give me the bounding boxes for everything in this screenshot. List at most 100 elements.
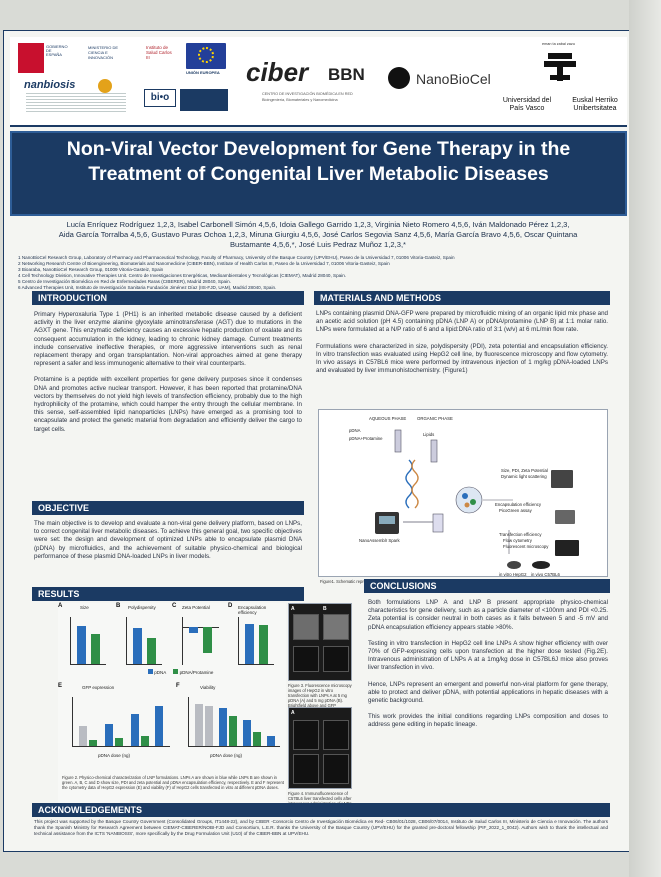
scheme-nanoassembler: NanoAssemblr Spark — [359, 538, 400, 543]
spain-crest-icon — [18, 43, 44, 73]
gobierno-logo: GOBIERNO DE ESPAÑA — [46, 44, 68, 57]
introduction-heading: INTRODUCTION — [32, 291, 304, 305]
bbn-logo: BBN — [328, 65, 365, 84]
scheme-picogreen: PicoGreen assay — [499, 508, 532, 513]
affiliation-5: 5 Centro de Investigación Biomédica en R… — [18, 278, 231, 284]
scheme-organic: ORGANIC PHASE — [417, 416, 453, 421]
nanbiosis-badge-icon — [98, 79, 112, 93]
objective-p1: The main objective is to develop and eva… — [34, 520, 302, 560]
chart-d-axis — [238, 617, 274, 665]
conclusions-p4: This work provides the initial condition… — [368, 713, 608, 729]
methods-heading: MATERIALS AND METHODS — [314, 291, 610, 305]
affiliations: 1 NanoBioCel Research Group, Laboratory … — [18, 255, 618, 290]
bio-logo: bi•o — [144, 89, 176, 107]
authors-line-1: Lucía Enríquez Rodríguez 1,2,3, Isabel C… — [66, 220, 570, 229]
legend-swatch-pdna-prot — [173, 669, 179, 674]
chart-e-bar-2 — [89, 740, 97, 746]
affiliation-2: 2 Networking Research Centre of Bioengin… — [18, 260, 390, 266]
chart-d-bar-pdna-prot — [259, 625, 268, 664]
chart-a-axis — [70, 617, 106, 665]
results-charts-panel: A Size B Polydispersity C Zeta Potential… — [58, 603, 286, 803]
ciber-subtitle: CENTRO DE INVESTIGACIÓN BIOMÉDICA EN RED — [262, 92, 353, 96]
poster-title: Non-Viral Vector Development for Gene Th… — [66, 138, 571, 185]
ciber-logo: ciber — [246, 57, 309, 87]
scheme-transfection: Transfection efficiency — [499, 532, 542, 537]
wall-background — [629, 0, 661, 877]
immuno-img-2 — [323, 720, 349, 750]
authors-line-3: Bustamante 4,5,6,*, José Luis Pedraz Muñ… — [229, 240, 407, 249]
methods-p1: LNPs containing plasmid DNA-GFP were pre… — [316, 310, 608, 334]
chart-f-bar-1 — [195, 704, 203, 746]
micro-label-a: A — [291, 606, 295, 612]
chart-d-bar-pdna — [245, 624, 254, 664]
bio-plate-icon — [180, 89, 228, 111]
workflow-scheme: AQUEOUS PHASE ORGANIC PHASE pDNA pDNA+Pr… — [318, 409, 608, 577]
logo-banner: GOBIERNO DE ESPAÑA MINISTERIO DE CIENCIA… — [10, 37, 627, 127]
affiliation-6: 6 Advanced Therapies Unit, Instituto de … — [18, 284, 277, 290]
introduction-p2: Protamine is a peptide with excellent pr… — [34, 376, 302, 433]
chart-f-title: Viability — [200, 685, 216, 690]
introduction-body: Primary Hyperoxaluria Type 1 (PH1) is an… — [34, 311, 302, 442]
eu-stars-icon — [198, 47, 214, 63]
chart-e-bar-4 — [115, 738, 123, 746]
chart-legend: pDNA pDNA/Protamine — [148, 669, 213, 675]
chart-a-bar-pdna-prot — [91, 634, 100, 664]
scheme-size: Size, PDI, Zeta Potential — [501, 468, 548, 473]
upv-name: Universidad del País Vasco — [502, 97, 552, 112]
scheme-encaps: Encapsulation efficiency — [495, 502, 542, 507]
chart-c-bar-pdna — [189, 627, 198, 633]
chart-e-bar-3 — [105, 724, 113, 746]
methods-p2: Formulations were characterized in size,… — [316, 342, 608, 375]
micro-gfp-b — [323, 646, 349, 672]
scheme-pdna-protamine: pDNA+Protamine — [349, 436, 383, 441]
scheme-invitro: in vitro HepG2 — [499, 572, 527, 577]
chart-d-label: D — [228, 603, 233, 609]
chart-c-axis — [182, 617, 219, 665]
eu-flag-icon — [186, 43, 226, 69]
objective-heading: OBJECTIVE — [32, 501, 304, 515]
chart-f-bar-3 — [219, 708, 227, 746]
micro-bright-a — [293, 614, 319, 640]
conclusions-p2: Testing in vitro transfection in HepG2 c… — [368, 639, 608, 672]
chart-f-axis — [188, 697, 280, 747]
affiliation-4: 4 Cell Technology Division, Innovative T… — [18, 272, 347, 278]
ministerio-logo: MINISTERIO DE CIENCIA E INNOVACIÓN — [88, 45, 119, 60]
chart-c-title: Zeta Potential — [182, 605, 210, 610]
title-band: Non-Viral Vector Development for Gene Th… — [10, 131, 627, 216]
chart-f-label: F — [176, 683, 180, 689]
micro-label-b: B — [323, 606, 327, 612]
eu-label: UNIÓN EUROPEA — [186, 70, 220, 75]
nanbiosis-tagline — [26, 93, 126, 113]
upv-motto: eman ta zabal zazu — [542, 42, 575, 46]
affiliation-3: 3 Bioaraba, NanoBioCel Research Group, 0… — [18, 266, 164, 272]
chart-d-title: Encapsulation efficiency — [238, 605, 267, 615]
conclusions-p1: Both formulations LNP A and LNP B presen… — [368, 599, 608, 631]
nanbiosis-logo: nanbiosis — [24, 79, 76, 91]
micro-bright-b — [323, 614, 349, 640]
methods-body: LNPs containing plasmid DNA-GFP were pre… — [316, 310, 608, 383]
chart-e-bar-1 — [79, 726, 87, 746]
immuno-img-4 — [323, 754, 349, 784]
acknowledgements-body: This project was supported by the Basque… — [34, 819, 608, 836]
chart-f-bar-4 — [229, 716, 237, 746]
chart-f-bar-6 — [253, 732, 261, 746]
chart-b-axis — [126, 617, 162, 665]
authors-line-2: Aida García Torralba 4,5,6, Gustavo Pura… — [58, 230, 578, 239]
chart-c-label: C — [172, 603, 177, 609]
immuno-img-1 — [293, 720, 319, 750]
scheme-fluor: Fluorescent microscopy — [503, 544, 549, 549]
scheme-aqueous: AQUEOUS PHASE — [369, 416, 407, 421]
introduction-p1: Primary Hyperoxaluria Type 1 (PH1) is an… — [34, 311, 302, 368]
chart-e-title: GFP expression — [82, 685, 115, 690]
immuno-label-a: A — [291, 710, 295, 716]
micro-gfp-a — [293, 646, 319, 672]
chart-e-label: E — [58, 683, 63, 689]
scheme-flow: Flow cytometry — [503, 538, 532, 543]
ehu-name: Euskal Herriko Unibertsitatea — [572, 97, 618, 112]
authors: Lucía Enríquez Rodríguez 1,2,3, Isabel C… — [18, 220, 618, 250]
chart-b-label: B — [116, 603, 121, 609]
nanobiocel-emblem-icon — [388, 67, 410, 89]
conclusions-body: Both formulations LNP A and LNP B presen… — [368, 599, 608, 738]
chart-f-bar-5 — [243, 720, 251, 746]
legend-pdna-prot: pDNA/Protamine — [179, 670, 214, 675]
